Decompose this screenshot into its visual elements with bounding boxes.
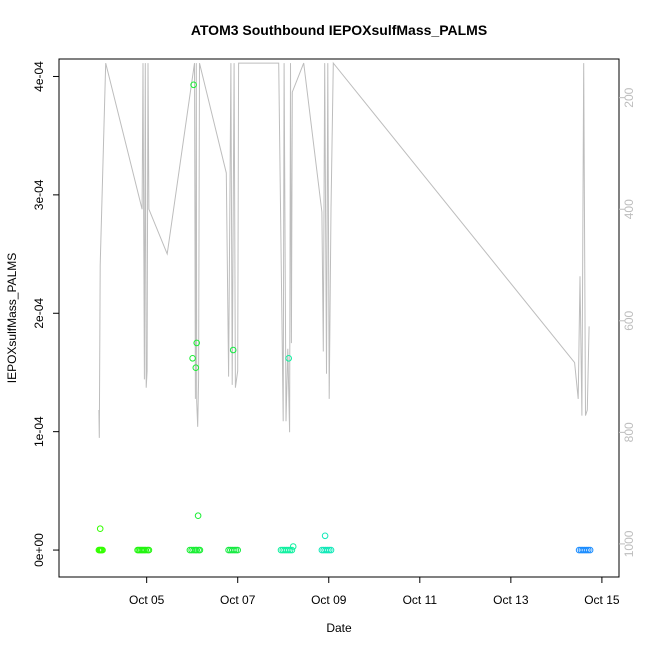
data-point — [188, 546, 195, 554]
y-tick-label: 2e-04 — [32, 298, 46, 329]
right-tick-label: 600 — [622, 310, 636, 330]
data-point — [145, 546, 153, 554]
y-tick-label: 4e-04 — [32, 61, 46, 92]
x-axis-label: Date — [326, 621, 352, 635]
data-point — [327, 546, 335, 554]
x-tick-label: Oct 05 — [129, 593, 165, 607]
data-point — [321, 532, 329, 540]
x-axis: Oct 05 Oct 07 Oct 09 Oct 11 Oct 13 Oct 15 — [129, 577, 620, 607]
data-point — [288, 546, 296, 554]
points-layer — [95, 81, 594, 554]
data-point — [230, 546, 238, 554]
x-tick-label: Oct 09 — [311, 593, 347, 607]
data-point — [142, 546, 150, 554]
line-series-layer — [98, 61, 590, 438]
y-tick-label: 1e-04 — [32, 416, 46, 447]
data-point — [325, 546, 333, 554]
data-point — [229, 346, 237, 354]
data-point — [193, 339, 200, 347]
right-axis: 200 400 600 800 1000 — [619, 87, 636, 557]
chart-title: ATOM3 Southbound IEPOXsulfMass_PALMS — [191, 22, 487, 38]
x-tick-label: Oct 15 — [584, 593, 620, 607]
plot-frame — [58, 58, 620, 578]
data-point — [196, 546, 204, 554]
data-point — [192, 364, 200, 372]
data-point — [99, 546, 106, 554]
data-point — [586, 546, 594, 554]
x-tick-label: Oct 13 — [493, 593, 529, 607]
y-axis-label: IEPOXsulfMass_PALMS — [5, 253, 19, 384]
data-point — [232, 546, 240, 554]
right-tick-label: 400 — [622, 199, 636, 219]
series-line-0 — [98, 61, 590, 438]
data-point — [289, 543, 297, 550]
data-point — [324, 546, 331, 554]
data-point — [284, 546, 292, 554]
data-point — [285, 355, 293, 362]
data-point — [96, 525, 104, 533]
right-tick-label: 200 — [622, 87, 636, 107]
right-tick-label: 800 — [622, 422, 636, 442]
data-point — [190, 546, 197, 554]
data-point — [584, 546, 592, 554]
data-point — [190, 81, 197, 89]
data-point — [189, 355, 196, 362]
right-tick-label: 1000 — [622, 530, 636, 557]
y-axis: 0e+00 1e-04 2e-04 3e-04 4e-04 — [32, 61, 59, 567]
y-tick-label: 3e-04 — [32, 179, 46, 210]
data-point — [194, 512, 202, 520]
data-point — [234, 546, 241, 554]
data-point — [193, 546, 200, 554]
x-tick-label: Oct 07 — [220, 593, 256, 607]
data-point — [583, 546, 590, 554]
x-tick-label: Oct 11 — [403, 593, 438, 607]
y-tick-label: 0e+00 — [32, 533, 46, 567]
